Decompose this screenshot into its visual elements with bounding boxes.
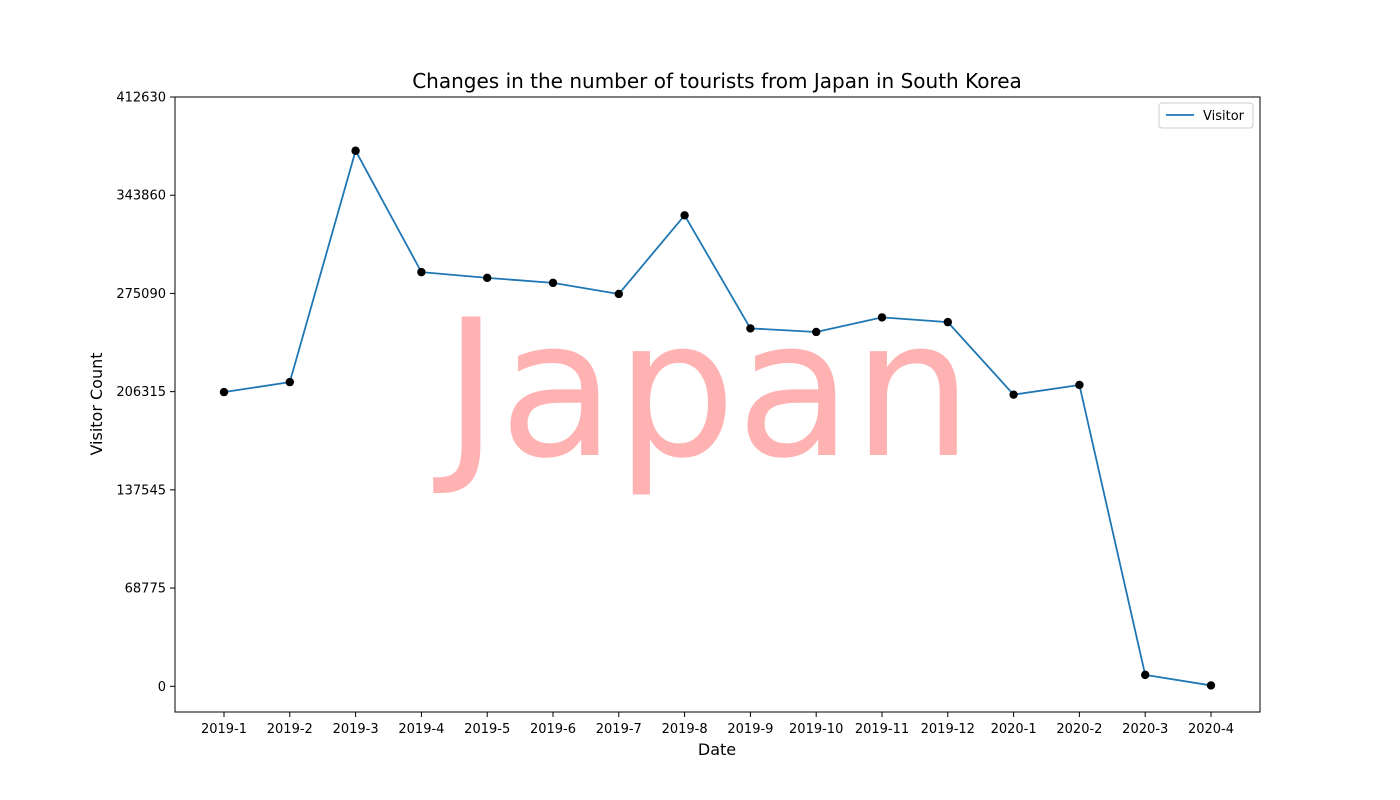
- series-lines: [223, 149, 1212, 687]
- y-tick-label: 206315: [116, 385, 166, 400]
- data-point: [483, 273, 492, 283]
- data-point: [746, 324, 755, 333]
- legend: Visitor: [1158, 102, 1254, 129]
- data-point: [614, 289, 623, 299]
- data-point: [812, 327, 821, 337]
- data-point: [219, 387, 229, 397]
- data-point: [1141, 670, 1150, 680]
- y-tick-label: 0: [158, 680, 166, 695]
- data-point: [877, 313, 887, 322]
- x-tick-label: 2019-11: [855, 722, 909, 737]
- x-axis-ticks: 2019-1 2019-2 2019-3 2019-4 2019-5 2019-6 2019…: [201, 712, 1234, 737]
- x-tick-label: 2019-5: [464, 722, 510, 737]
- x-tick-label: 2019-12: [921, 722, 975, 737]
- x-tick-label: 2019-3: [333, 722, 379, 737]
- y-tick-label: 68775: [125, 582, 166, 597]
- data-point: [1206, 681, 1216, 690]
- y-axis-ticks: 0 68775 137545 206315 275090 343860 412630: [116, 91, 175, 695]
- x-tick-label: 2020-2: [1056, 722, 1102, 737]
- data-point: [1009, 390, 1018, 399]
- series-points: [219, 146, 1216, 690]
- legend-box: [1158, 102, 1254, 129]
- data-point: [1075, 380, 1084, 390]
- x-tick-label: 2019-2: [267, 722, 313, 737]
- x-tick-label: 2019-10: [789, 722, 843, 737]
- y-axis-label: Visitor Count: [87, 352, 106, 455]
- series-line: [223, 149, 1212, 687]
- y-tick-label: 275090: [116, 287, 166, 302]
- data-point: [417, 267, 426, 277]
- data-point: [548, 278, 558, 288]
- x-tick-label: 2020-4: [1188, 722, 1234, 737]
- x-tick-label: 2019-7: [596, 722, 642, 737]
- y-tick-label: 412630: [116, 91, 166, 106]
- y-tick-label: 137545: [116, 483, 166, 498]
- x-tick-label: 2019-1: [201, 722, 247, 737]
- x-tick-label: 2020-1: [991, 722, 1037, 737]
- data-point: [680, 211, 689, 220]
- watermark-text: Japan: [433, 279, 973, 500]
- y-tick-label: 343860: [116, 189, 166, 204]
- x-tick-label: 2019-4: [398, 722, 444, 737]
- x-tick-label: 2019-6: [530, 722, 576, 737]
- legend-label: Visitor: [1203, 109, 1245, 124]
- data-point: [351, 146, 360, 155]
- x-tick-label: 2019-9: [727, 722, 773, 737]
- x-tick-label: 2020-3: [1122, 722, 1168, 737]
- x-axis-label: Date: [698, 740, 736, 759]
- data-point: [285, 377, 294, 387]
- plot-area: [174, 96, 1261, 713]
- data-point: [943, 317, 952, 327]
- chart-title: Changes in the number of tourists from J…: [412, 69, 1022, 93]
- x-tick-label: 2019-8: [662, 722, 708, 737]
